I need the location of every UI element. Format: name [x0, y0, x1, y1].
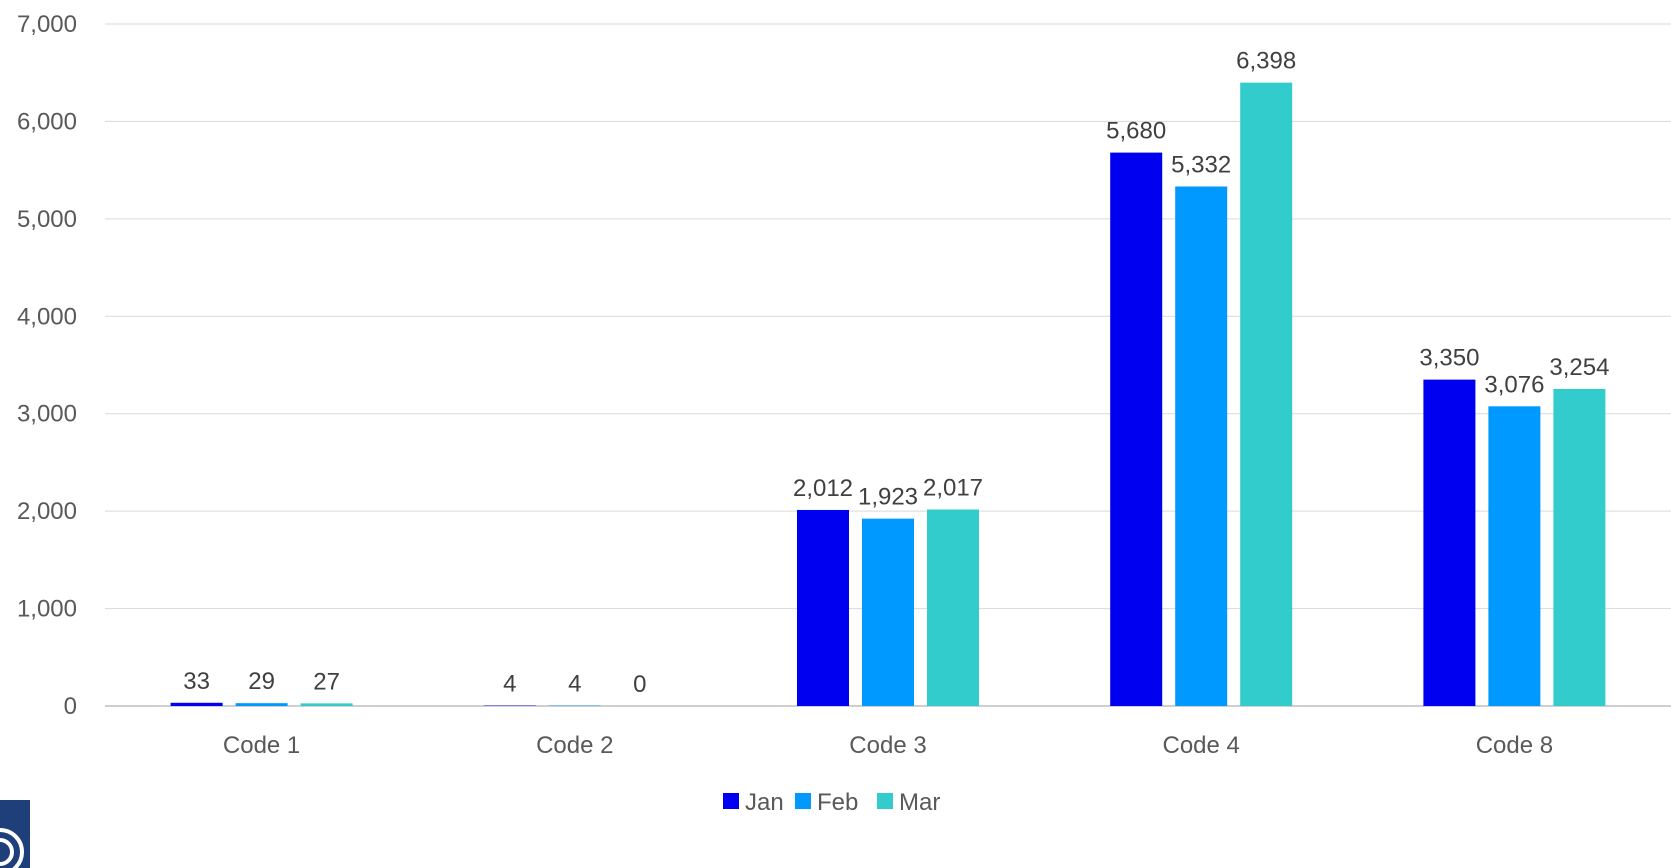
data-label: 5,680 [1106, 118, 1166, 145]
data-label: 4 [503, 671, 516, 698]
legend-item-feb: Feb [795, 789, 858, 816]
data-label: 33 [183, 668, 210, 695]
x-axis-tick-labels: Code 1 Code 2 Code 3 Code 4 Code 8 [223, 732, 1553, 759]
y-axis-tick-labels: 0 1,000 2,000 3,000 4,000 5,000 6,000 7,000 [17, 11, 77, 720]
data-label: 2,012 [793, 475, 853, 502]
data-label: 3,076 [1484, 371, 1544, 398]
legend-swatch [795, 793, 811, 809]
legend-label: Feb [817, 789, 858, 816]
legend-swatch [723, 793, 739, 809]
data-label: 3,350 [1419, 345, 1479, 372]
data-label: 27 [313, 668, 340, 695]
x-tick-label: Code 4 [1163, 732, 1240, 759]
y-tick-label: 4,000 [17, 303, 77, 330]
x-tick-label: Code 1 [223, 732, 300, 759]
y-tick-label: 7,000 [17, 11, 77, 38]
y-tick-label: 5,000 [17, 206, 77, 233]
bar-feb [862, 519, 914, 706]
x-tick-label: Code 8 [1476, 732, 1553, 759]
bar-jan [171, 703, 223, 706]
data-label: 1,923 [858, 484, 918, 511]
bar-mar [1240, 83, 1292, 706]
legend-label: Mar [899, 789, 940, 816]
circular-logo-icon [0, 800, 30, 868]
legend-item-mar: Mar [877, 789, 940, 816]
data-label: 5,332 [1171, 152, 1231, 179]
x-tick-label: Code 3 [849, 732, 926, 759]
bar-feb [1175, 187, 1227, 706]
bar-mar [1553, 389, 1605, 706]
bars [171, 83, 1606, 706]
legend-swatch [877, 793, 893, 809]
data-label: 0 [633, 671, 646, 698]
x-tick-label: Code 2 [536, 732, 613, 759]
data-label: 4 [568, 671, 581, 698]
bar-jan [1423, 380, 1475, 706]
data-label: 3,254 [1549, 354, 1609, 381]
y-tick-label: 3,000 [17, 401, 77, 428]
y-tick-label: 0 [64, 693, 77, 720]
bar-mar [927, 509, 979, 706]
bar-mar [301, 703, 353, 706]
y-tick-label: 1,000 [17, 596, 77, 623]
data-label: 29 [248, 668, 275, 695]
y-tick-label: 2,000 [17, 498, 77, 525]
legend: Jan Feb Mar [723, 789, 940, 816]
legend-label: Jan [745, 789, 784, 816]
bar-feb [236, 703, 288, 706]
bar-jan [797, 510, 849, 706]
y-tick-label: 6,000 [17, 108, 77, 135]
bar-feb [1488, 406, 1540, 706]
data-label: 6,398 [1236, 48, 1296, 75]
bar-jan [1110, 153, 1162, 706]
legend-item-jan: Jan [723, 789, 784, 816]
data-label: 2,017 [923, 474, 983, 501]
